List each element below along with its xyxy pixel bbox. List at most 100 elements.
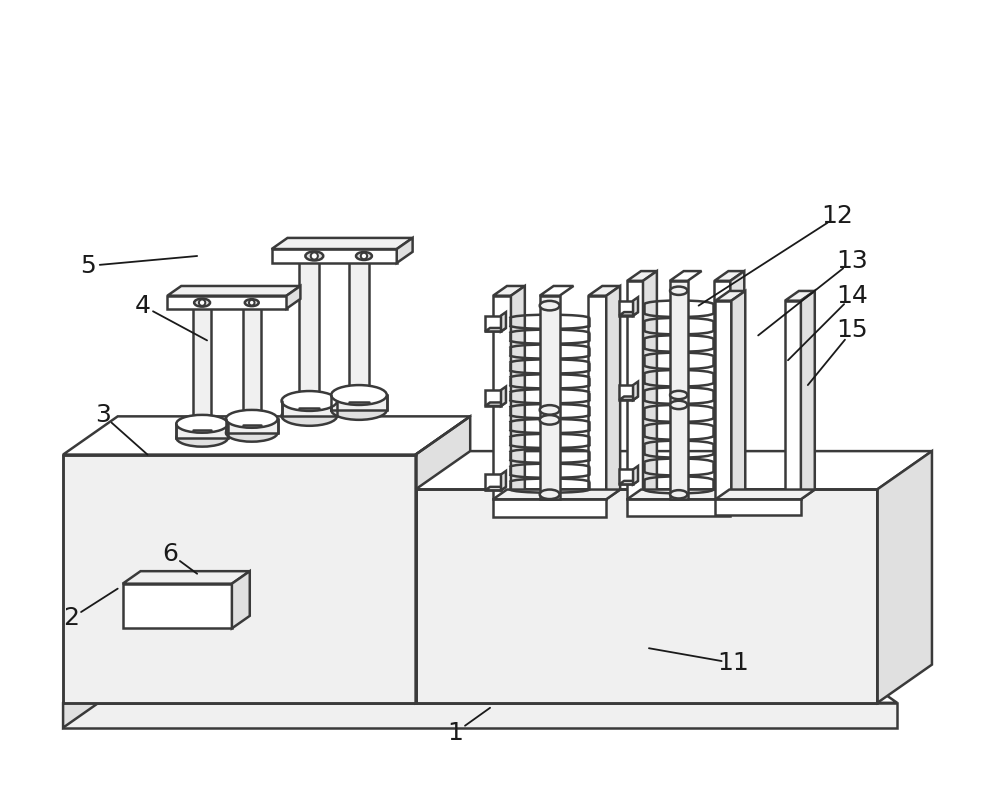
Polygon shape [785,301,801,500]
Circle shape [249,300,255,305]
Ellipse shape [540,405,560,415]
Ellipse shape [349,244,369,251]
Ellipse shape [282,406,337,426]
Polygon shape [588,296,606,500]
Polygon shape [801,291,815,500]
Text: 11: 11 [717,651,749,675]
Polygon shape [633,297,638,316]
Ellipse shape [540,301,560,310]
Polygon shape [715,489,815,500]
Ellipse shape [331,400,387,419]
Polygon shape [619,385,633,400]
Polygon shape [167,296,287,308]
Polygon shape [730,271,744,500]
Ellipse shape [540,489,560,499]
Ellipse shape [356,252,372,260]
Polygon shape [715,301,731,500]
Polygon shape [123,571,250,584]
Ellipse shape [176,415,228,433]
Polygon shape [511,286,525,500]
Text: 1: 1 [447,721,463,745]
Polygon shape [485,487,506,490]
Ellipse shape [299,251,319,258]
Polygon shape [627,281,643,500]
Polygon shape [167,286,300,296]
Polygon shape [416,489,877,703]
Polygon shape [606,286,620,500]
Polygon shape [226,419,278,433]
Polygon shape [540,296,560,500]
Polygon shape [627,500,730,516]
Text: 4: 4 [135,293,151,318]
Polygon shape [349,248,369,402]
Polygon shape [493,500,606,517]
Polygon shape [176,423,228,438]
Polygon shape [714,271,744,281]
Ellipse shape [243,293,261,299]
Polygon shape [493,296,511,500]
Polygon shape [540,286,573,296]
Ellipse shape [176,429,228,446]
Polygon shape [416,451,932,489]
Polygon shape [670,271,702,281]
Text: 6: 6 [162,542,178,566]
Text: 3: 3 [95,403,111,427]
Polygon shape [619,301,633,316]
Polygon shape [272,238,413,249]
Polygon shape [243,296,261,425]
Polygon shape [193,301,211,430]
Polygon shape [588,286,620,296]
Text: 5: 5 [80,254,96,278]
Text: 15: 15 [837,319,868,343]
Polygon shape [619,312,638,316]
Polygon shape [63,665,118,728]
Polygon shape [63,665,897,703]
Ellipse shape [670,391,687,399]
Text: 14: 14 [837,284,868,308]
Ellipse shape [245,299,259,306]
Polygon shape [299,254,319,408]
Polygon shape [785,291,815,301]
Polygon shape [485,403,506,406]
Polygon shape [715,500,801,515]
Polygon shape [715,291,745,301]
Polygon shape [731,291,745,500]
Ellipse shape [670,400,687,409]
Polygon shape [633,381,638,400]
Polygon shape [416,416,470,703]
Polygon shape [619,469,633,485]
Polygon shape [232,571,250,628]
Circle shape [199,300,205,306]
Polygon shape [619,396,638,400]
Ellipse shape [193,297,211,304]
Polygon shape [501,386,506,406]
Text: 12: 12 [822,205,854,228]
Polygon shape [272,249,397,263]
Polygon shape [627,271,657,281]
Polygon shape [485,328,506,331]
Polygon shape [123,584,232,628]
Polygon shape [63,703,897,728]
Polygon shape [627,489,744,500]
Ellipse shape [226,410,278,427]
Polygon shape [493,286,525,296]
Polygon shape [485,474,501,490]
Ellipse shape [282,391,337,411]
Polygon shape [282,401,337,416]
Ellipse shape [670,286,687,295]
Polygon shape [63,416,470,454]
Text: 13: 13 [837,249,868,273]
Circle shape [311,252,318,259]
Ellipse shape [331,385,387,405]
Polygon shape [670,281,688,500]
Polygon shape [493,489,620,500]
Circle shape [361,253,367,259]
Polygon shape [331,395,387,410]
Ellipse shape [305,251,323,260]
Polygon shape [619,481,638,485]
Polygon shape [643,271,657,500]
Ellipse shape [194,299,210,307]
Polygon shape [397,238,413,263]
Ellipse shape [540,415,560,424]
Polygon shape [501,312,506,331]
